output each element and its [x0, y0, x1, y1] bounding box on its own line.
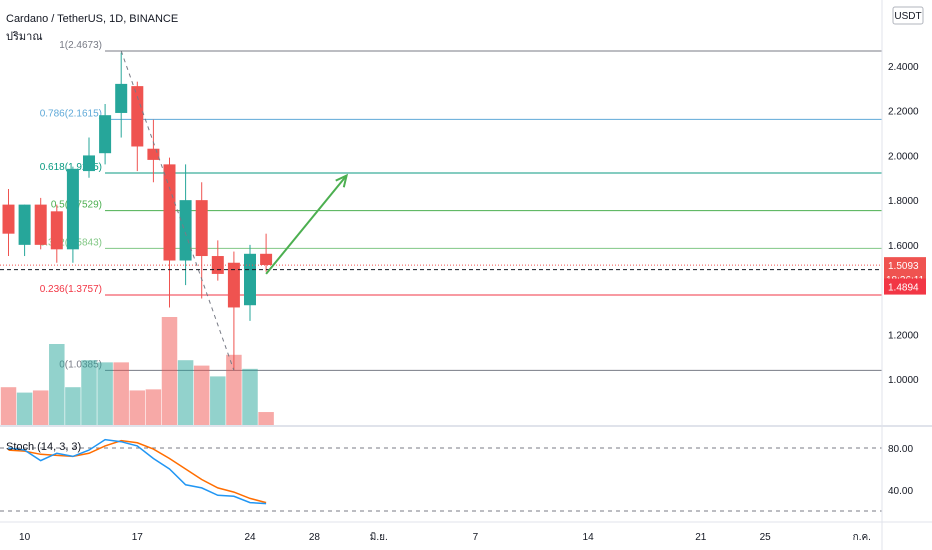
date-tick-label: 10 [19, 532, 31, 543]
candle [179, 164, 192, 286]
stoch-tick-label: 40.00 [888, 486, 913, 497]
volume-bar [193, 365, 210, 425]
volume-bar [210, 376, 226, 425]
candle [99, 104, 112, 165]
fib-trend-line [120, 50, 235, 371]
candle [83, 137, 95, 178]
candle [147, 119, 160, 183]
candle [211, 240, 224, 281]
currency-label: USDT [894, 11, 921, 22]
volume-label: ปริมาณ [6, 31, 43, 43]
candle [34, 197, 47, 250]
candlestick-series[interactable] [2, 52, 273, 371]
candle [244, 244, 256, 321]
price-tick-label: 1.0000 [888, 375, 919, 386]
currency-badge[interactable]: USDT [892, 6, 924, 25]
price-tick-label: 2.2000 [888, 107, 919, 118]
date-tick-label: 14 [583, 532, 595, 543]
volume-bar [129, 390, 146, 425]
volume-bar [49, 344, 65, 425]
stoch-tick-label: 80.00 [888, 444, 913, 455]
volume-bar [242, 368, 258, 425]
candle-body [131, 86, 144, 147]
candle-body [18, 204, 31, 245]
candle [50, 204, 63, 263]
candle [195, 182, 208, 299]
candle-body [260, 253, 273, 265]
candle-body [147, 148, 160, 160]
volume-bar [161, 317, 178, 425]
candle-body [244, 253, 256, 306]
candle-body [50, 211, 63, 250]
volume-bar [177, 360, 194, 425]
candle-body [163, 164, 176, 261]
current-price-value: 1.5093 [888, 261, 919, 272]
volume-bar [97, 362, 113, 425]
volume-bar [226, 354, 242, 425]
candle-body [179, 200, 192, 261]
price-tick-label: 1.8000 [888, 196, 919, 207]
fib-level-label: 1(2.4673) [59, 40, 102, 51]
fib-price-badge: 1.4894 [884, 278, 926, 295]
candle-body [195, 200, 208, 257]
candle [131, 81, 144, 172]
candle [260, 233, 273, 272]
drawing-overlays[interactable] [0, 50, 882, 371]
date-tick-label: มิ.ย. [370, 532, 388, 543]
volume-bar [0, 387, 17, 425]
candle [163, 157, 176, 308]
candle-body [34, 204, 47, 245]
candle-body [115, 83, 128, 113]
candle-body [2, 204, 15, 234]
volume-bar [81, 360, 97, 425]
date-tick-label: ก.ค. [853, 532, 871, 543]
date-axis[interactable]: 10 17 24 28 มิ.ย. 7 14 21 25 ก.ค. [19, 532, 871, 543]
volume-histogram [0, 317, 274, 425]
date-tick-label: 25 [760, 532, 772, 543]
candle-body [99, 115, 112, 154]
price-tick-label: 2.0000 [888, 151, 919, 162]
candle [115, 52, 128, 138]
volume-bar [16, 392, 33, 425]
projection-arrow-head [335, 173, 349, 188]
fib-level-label: 0.236(1.3757) [40, 284, 102, 295]
price-tick-label: 1.6000 [888, 241, 919, 252]
date-tick-label: 24 [244, 532, 256, 543]
candle [18, 204, 31, 257]
price-tick-label: 2.4000 [888, 62, 919, 73]
stochastic-panel[interactable]: 80.00 40.00 [0, 438, 913, 512]
volume-bar [145, 389, 162, 425]
candle [227, 251, 240, 371]
price-tick-label: 1.2000 [888, 330, 919, 341]
candle [66, 166, 79, 263]
stoch-k-line [8, 438, 267, 505]
candle-body [66, 168, 79, 250]
date-tick-label: 17 [132, 532, 144, 543]
date-tick-label: 21 [695, 532, 707, 543]
candle-body [227, 262, 240, 308]
fib-level-label: 0(1.0385) [59, 359, 102, 370]
volume-bar [65, 387, 81, 425]
volume-bar [258, 412, 274, 425]
fib-level-label: 0.786(2.1615) [40, 108, 102, 119]
volume-bar [32, 390, 49, 425]
fib-price-value: 1.4894 [888, 283, 919, 294]
stochastic-label: Stoch (14, 3, 3) [6, 441, 81, 453]
fib-level-label: 0.618(1.9215) [40, 162, 102, 173]
fib-price-badge-bg [884, 278, 926, 295]
date-tick-label: 7 [473, 532, 479, 543]
volume-bar [113, 362, 129, 425]
chart-title: Cardano / TetherUS, 1D, BINANCE [6, 13, 178, 25]
candle-body [83, 155, 95, 172]
candle [2, 188, 15, 257]
projection-arrow-shaft [265, 174, 348, 275]
date-tick-label: 28 [309, 532, 321, 543]
